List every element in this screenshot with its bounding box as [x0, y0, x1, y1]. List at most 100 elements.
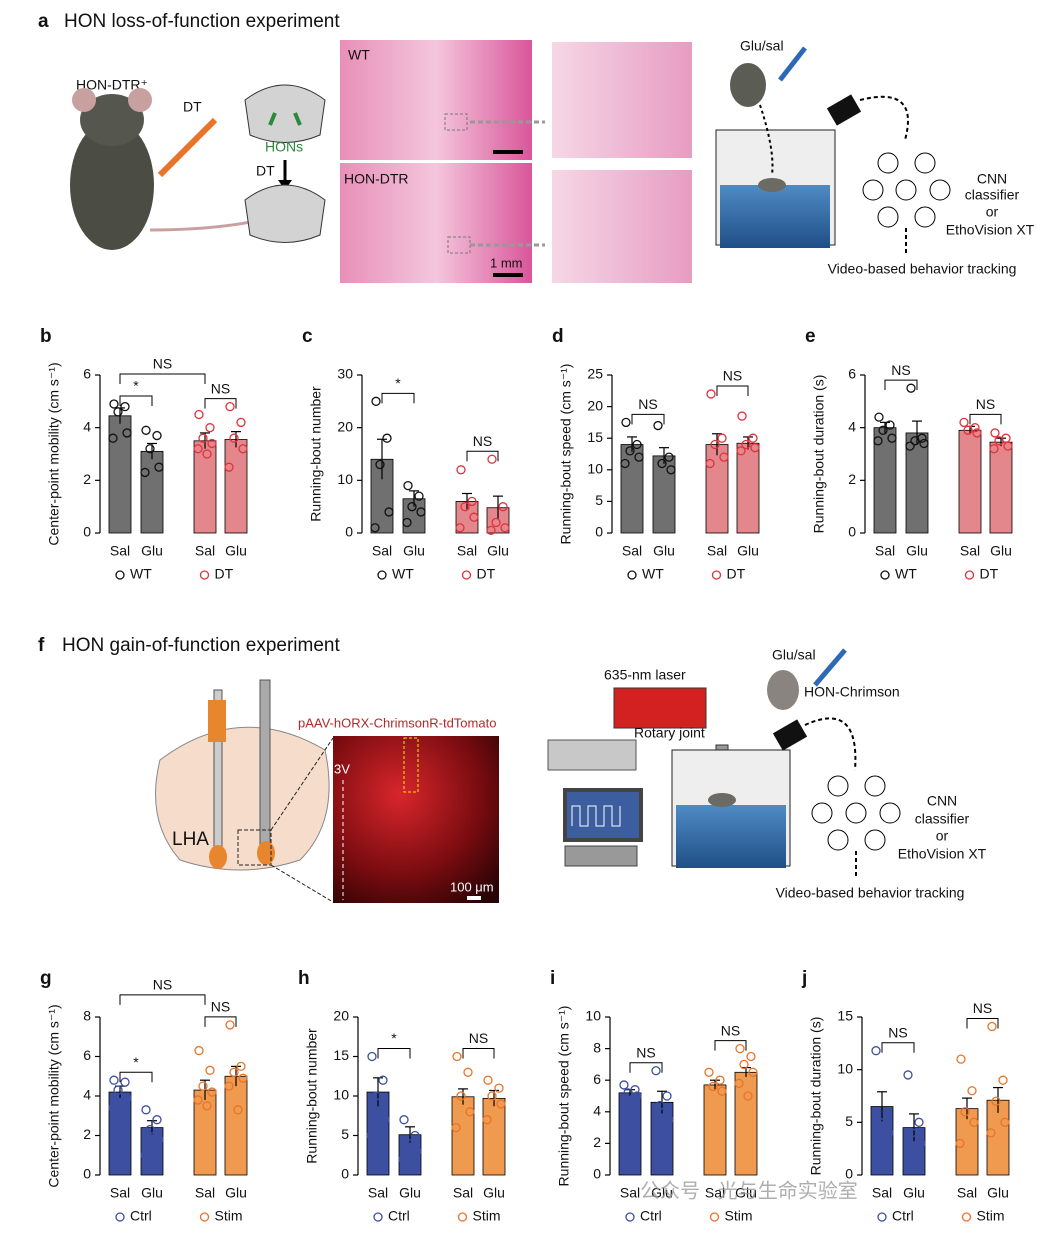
panel-title: HON gain-of-function experiment — [62, 635, 340, 656]
data-point — [202, 449, 212, 459]
y-tick-label: 4 — [593, 1103, 601, 1119]
data-point — [108, 1103, 118, 1113]
data-point — [224, 462, 234, 472]
significance-bracket — [204, 398, 237, 409]
significance-label: NS — [153, 356, 172, 372]
significance-bracket — [631, 413, 665, 425]
y-axis-label: Center-point mobility (cm s⁻¹) — [46, 1004, 62, 1187]
data-point — [748, 1067, 758, 1077]
y-tick-label: 20 — [333, 1008, 349, 1024]
data-point — [371, 1091, 381, 1101]
label: CNN — [977, 171, 1007, 187]
significance-label: NS — [723, 368, 742, 384]
data-point — [746, 1051, 756, 1062]
legend-marker — [961, 1212, 972, 1222]
data-point — [154, 1134, 164, 1145]
data-point — [967, 1086, 977, 1096]
significance-bracket — [119, 395, 153, 406]
slice-image — [340, 40, 532, 160]
data-point — [994, 436, 1004, 446]
data-point — [455, 523, 465, 533]
data-point — [500, 523, 510, 533]
legend-label: DT — [980, 566, 999, 582]
legend-label: DT — [727, 566, 746, 582]
brain — [244, 184, 326, 243]
data-point — [705, 458, 715, 469]
data-point — [371, 396, 381, 406]
syringe — [157, 117, 218, 178]
legend-marker — [377, 570, 387, 580]
scale-bar — [467, 896, 481, 900]
fluorescence-image — [333, 736, 499, 903]
data-point — [491, 517, 501, 528]
data-point — [154, 462, 164, 472]
significance-bracket — [381, 392, 415, 404]
y-tick-label: 0 — [341, 1166, 349, 1182]
data-point — [378, 1075, 388, 1085]
significance-label: NS — [888, 1024, 907, 1040]
data-point — [989, 444, 999, 454]
legend-label: WT — [130, 566, 152, 582]
data-point — [907, 1128, 917, 1138]
data-point — [399, 1115, 409, 1125]
data-point — [906, 383, 916, 393]
data-point — [380, 1115, 390, 1125]
bar — [224, 439, 248, 534]
data-point — [229, 433, 239, 443]
y-tick-label: 10 — [585, 1008, 601, 1024]
data-point — [140, 467, 150, 478]
legend-label: Ctrl — [892, 1208, 914, 1224]
label: classifier — [915, 811, 970, 827]
data-point — [634, 452, 644, 462]
syringe — [208, 700, 226, 742]
data-point — [451, 1122, 461, 1133]
data-point — [743, 1091, 753, 1101]
x-tick-label: Sal — [195, 543, 215, 559]
data-point — [238, 1073, 248, 1083]
x-tick-label: Sal — [622, 543, 642, 559]
camera — [826, 94, 862, 126]
y-axis-label: Running-bout speed (cm s⁻¹) — [558, 364, 574, 545]
data-point — [229, 1067, 239, 1077]
x-tick-label: Sal — [875, 543, 895, 559]
data-point — [412, 1146, 422, 1156]
scale-bar — [493, 273, 523, 277]
significance-bracket — [966, 1017, 999, 1029]
data-point — [655, 1100, 665, 1111]
data-point — [657, 458, 667, 469]
legend-marker — [711, 570, 722, 580]
y-tick-label: 8 — [593, 1039, 601, 1055]
bar — [989, 441, 1013, 534]
water — [676, 805, 786, 868]
y-tick-label: 0 — [345, 524, 353, 540]
y-tick-label: 15 — [333, 1047, 349, 1063]
brain — [155, 726, 330, 871]
significance-label: NS — [973, 1000, 992, 1016]
y-axis-label: Running-bout speed (cm s⁻¹) — [556, 1006, 572, 1187]
inset-box — [444, 113, 468, 131]
significance-label: NS — [153, 977, 172, 993]
arrow — [759, 104, 774, 176]
significance-bracket — [881, 1042, 915, 1053]
data-point — [621, 417, 631, 428]
data-point — [152, 430, 162, 441]
y-tick-label: 0 — [83, 1166, 91, 1182]
data-point — [465, 1107, 475, 1117]
panel-letter: d — [552, 326, 564, 347]
computer — [564, 845, 638, 867]
y-tick-label: 4 — [848, 418, 856, 434]
data-point — [109, 399, 119, 409]
y-tick-label: 5 — [341, 1126, 349, 1142]
panel-title: HON loss-of-function experiment — [64, 11, 340, 32]
significance-bracket — [629, 1062, 663, 1073]
data-point — [955, 1138, 965, 1149]
label: Rotary joint — [634, 725, 705, 741]
legend-label: Stim — [725, 1208, 753, 1224]
label: Video-based behavior tracking — [776, 885, 965, 901]
data-point — [873, 436, 883, 446]
label: or — [986, 204, 999, 220]
bar — [224, 1075, 248, 1176]
fiber-track — [403, 737, 419, 793]
data-point — [910, 436, 920, 446]
